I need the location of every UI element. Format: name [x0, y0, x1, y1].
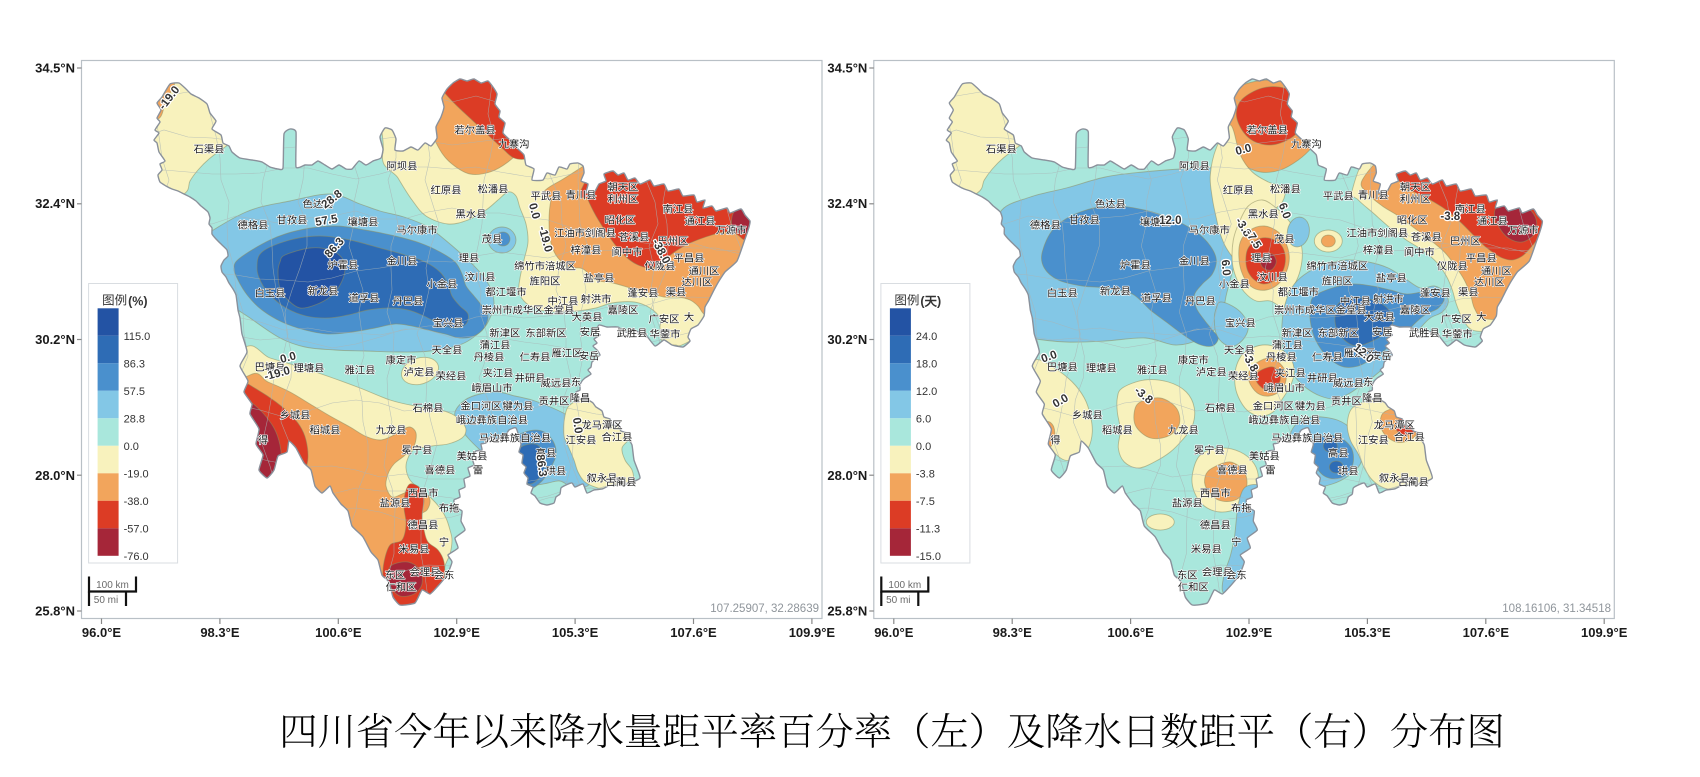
svg-text:102.9°E: 102.9°E — [433, 625, 480, 640]
svg-text:0.0: 0.0 — [526, 202, 542, 221]
svg-text:107.6°E: 107.6°E — [1463, 625, 1510, 640]
svg-text:-7.5: -7.5 — [916, 496, 935, 508]
svg-text:107.25907, 32.28639: 107.25907, 32.28639 — [710, 603, 819, 615]
svg-text:57.5: 57.5 — [124, 386, 145, 398]
svg-text:96.0°E: 96.0°E — [874, 625, 914, 640]
svg-text:28.8: 28.8 — [124, 413, 145, 425]
svg-text:28.0°N: 28.0°N — [827, 468, 867, 483]
svg-text:96.0°E: 96.0°E — [82, 625, 122, 640]
svg-text:0.0: 0.0 — [279, 350, 298, 366]
svg-text:34.5°N: 34.5°N — [827, 61, 867, 76]
svg-text:57.5: 57.5 — [314, 213, 339, 229]
svg-text:98.3°E: 98.3°E — [200, 625, 240, 640]
svg-text:98.3°E: 98.3°E — [993, 625, 1033, 640]
svg-text:32.4°N: 32.4°N — [827, 196, 867, 211]
svg-text:-11.3: -11.3 — [916, 523, 940, 535]
svg-text:-3.8: -3.8 — [916, 468, 935, 480]
svg-text:109.9°E: 109.9°E — [1581, 625, 1628, 640]
svg-text:30.2°N: 30.2°N — [35, 332, 75, 347]
svg-text:0.0: 0.0 — [916, 441, 931, 453]
svg-text:-3.8: -3.8 — [1440, 211, 1460, 223]
svg-text:30.2°N: 30.2°N — [827, 332, 867, 347]
svg-text:86.3: 86.3 — [124, 358, 145, 370]
svg-text:0.0: 0.0 — [124, 441, 139, 453]
svg-text:100 km: 100 km — [96, 580, 129, 591]
svg-text:-15.0: -15.0 — [916, 551, 941, 563]
svg-text:105.3°E: 105.3°E — [1344, 625, 1391, 640]
svg-text:-57.0: -57.0 — [124, 523, 149, 535]
svg-text:0.0: 0.0 — [1234, 142, 1253, 158]
svg-text:(%): (%) — [128, 295, 147, 309]
svg-text:50 mi: 50 mi — [94, 595, 118, 606]
svg-text:-76.0: -76.0 — [124, 551, 149, 563]
svg-text:6.0: 6.0 — [1276, 201, 1293, 220]
svg-text:107.6°E: 107.6°E — [670, 625, 717, 640]
svg-text:115.0: 115.0 — [124, 331, 151, 343]
svg-text:12.0: 12.0 — [916, 386, 937, 398]
svg-text:-38.0: -38.0 — [124, 496, 149, 508]
svg-text:100.6°E: 100.6°E — [1107, 625, 1154, 640]
svg-text:34.5°N: 34.5°N — [35, 61, 75, 76]
svg-text:100 km: 100 km — [888, 580, 921, 591]
svg-text:24.0: 24.0 — [916, 331, 937, 343]
svg-text:32.4°N: 32.4°N — [35, 196, 75, 211]
svg-text:-19.0: -19.0 — [124, 468, 149, 480]
svg-text:6.0: 6.0 — [1219, 259, 1232, 276]
svg-text:50 mi: 50 mi — [886, 595, 910, 606]
svg-text:6.0: 6.0 — [916, 413, 931, 425]
svg-text:0.0: 0.0 — [570, 417, 584, 435]
svg-text:25.8°N: 25.8°N — [827, 604, 867, 619]
svg-text:105.3°E: 105.3°E — [552, 625, 599, 640]
svg-text:100.6°E: 100.6°E — [315, 625, 362, 640]
svg-text:12.0: 12.0 — [1159, 215, 1181, 227]
svg-text:25.8°N: 25.8°N — [35, 604, 75, 619]
svg-text:102.9°E: 102.9°E — [1226, 625, 1273, 640]
svg-text:108.16106, 31.34518: 108.16106, 31.34518 — [1502, 603, 1611, 615]
svg-text:86.3: 86.3 — [533, 454, 548, 478]
svg-text:(天): (天) — [920, 295, 941, 309]
svg-text:109.9°E: 109.9°E — [789, 625, 836, 640]
svg-text:18.0: 18.0 — [916, 358, 937, 370]
svg-text:28.0°N: 28.0°N — [35, 468, 75, 483]
